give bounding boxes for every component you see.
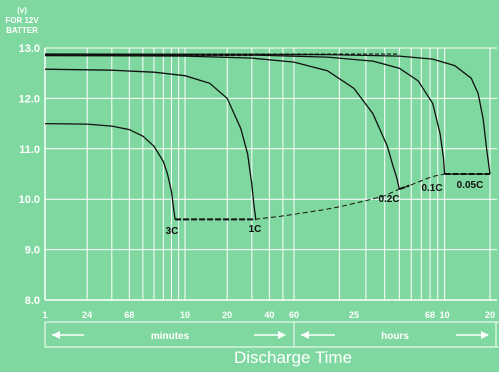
x-tick-label: 68 [425,310,435,320]
axes [44,48,497,301]
curve-label-3C: 3C [166,226,179,237]
end-voltage-curve [175,173,490,220]
x-tick-label: 20 [222,310,232,320]
time-unit-band: minutes hours [44,321,499,348]
x-tick-label: 25 [349,310,359,320]
curve-label-1C: 1C [249,224,262,235]
minutes-label: minutes [151,331,190,342]
y-tick-label: 9.0 [25,245,40,257]
curve-3C [44,122,176,220]
x-tick-label: 68 [124,310,134,320]
x-tick-label: 20 [485,310,495,320]
x-tick-label: 1 [42,310,47,320]
tick-labels: 13.0 12.0 11.0 10.0 9.0 8.01 24 68 10 20 40 60 25 68 1… [19,43,495,320]
end-voltage-line [175,173,490,221]
minutes-arrow-right-head [278,331,286,339]
y-tick-label: 12.0 [19,93,40,105]
x-axis-title: Discharge Time [234,348,352,367]
curve-label-005C: 0.05C [457,180,484,191]
minutes-arrow-left-head [52,331,60,339]
x-tick-label: 40 [264,310,274,320]
hours-arrow-left-head [301,331,309,339]
curve-1C [44,68,257,220]
x-tick-label: 60 [289,310,299,320]
curve-labels: 3C 1C 0.2C 0.1C 0.05C [166,180,484,237]
grid-lines [45,47,497,301]
y-axis-label: (v) FOR 12V BATTER [5,6,39,35]
curve-label-02C: 0.2C [378,194,399,205]
y-tick-label: 13.0 [19,43,40,55]
x-tick-label: 10 [440,310,450,320]
y-axis-label-line-3: BATTER [6,26,38,35]
x-tick-label: 24 [82,310,92,320]
hours-label: hours [381,331,409,342]
end-voltage-bold-segment [398,184,410,191]
y-axis-label-line-1: (v) [17,6,27,15]
curve-label-01C: 0.1C [421,183,442,194]
discharge-curves [44,53,491,220]
curve-02C [44,54,400,190]
y-tick-label: 11.0 [19,144,40,156]
x-tick-label: 10 [180,310,190,320]
curve-005C [44,53,491,175]
y-tick-label: 8.0 [25,295,40,307]
curve-01C [44,53,446,175]
y-tick-label: 10.0 [19,194,40,206]
y-axis-label-line-2: FOR 12V [5,16,39,25]
hours-arrow-right-head [481,331,489,339]
